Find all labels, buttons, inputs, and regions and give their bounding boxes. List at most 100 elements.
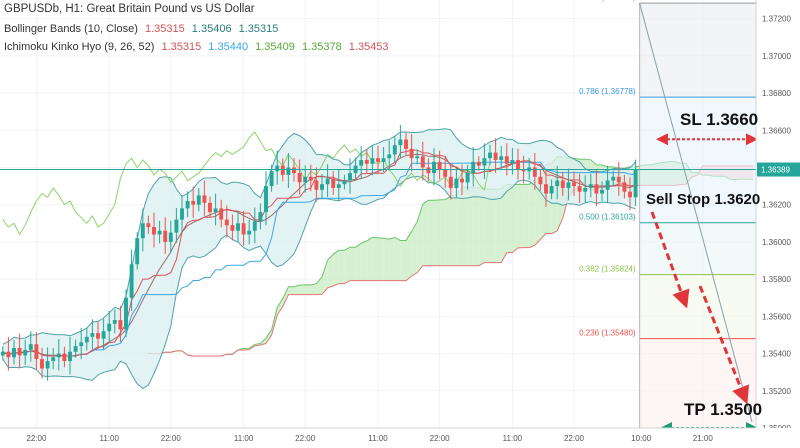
candle-body-51 bbox=[286, 167, 291, 175]
chart-title-text: GBPUSDb, H1: Great Britain Pound vs US D… bbox=[4, 3, 255, 15]
candle-body-2 bbox=[12, 347, 16, 358]
candle-body-52 bbox=[292, 167, 296, 174]
candle-body-107 bbox=[600, 189, 604, 194]
candle-body-113 bbox=[633, 169, 638, 198]
ichimoku-legend[interactable]: Ichimoku Kinko Hyo (9, 26, 52) 1.35315 1… bbox=[4, 41, 389, 53]
sell-stop-label: Sell Stop 1.3620 bbox=[646, 191, 761, 208]
candle-body-26 bbox=[146, 223, 151, 228]
kumo-segment-66 bbox=[366, 237, 373, 281]
candle-body-73 bbox=[409, 148, 414, 159]
kumo-segment-89 bbox=[495, 188, 502, 263]
candle-body-4 bbox=[23, 349, 28, 356]
candle-body-39 bbox=[219, 208, 224, 220]
candle-body-64 bbox=[359, 160, 364, 166]
fib-zone-2 bbox=[639, 222, 756, 275]
candle-body-62 bbox=[348, 173, 352, 181]
fib-zone-1 bbox=[639, 97, 756, 223]
candle-body-37 bbox=[208, 202, 212, 213]
fib-label-1: 0.786 (1.36778) bbox=[579, 87, 636, 96]
kumo-segment-58 bbox=[322, 260, 328, 295]
candle-body-65 bbox=[364, 160, 369, 164]
candle-body-24 bbox=[135, 238, 140, 265]
y-tick-8: 1.35600 bbox=[762, 312, 791, 321]
y-tick-6: 1.36000 bbox=[762, 238, 791, 247]
candle-body-44 bbox=[247, 230, 252, 235]
candle-body-34 bbox=[191, 200, 196, 205]
kumo-segment-76 bbox=[422, 200, 429, 266]
ichimoku-value-1: 1.35315 bbox=[161, 41, 202, 53]
candle-body-89 bbox=[499, 156, 504, 161]
x-tick-4: 22:00 bbox=[295, 434, 316, 443]
candle-body-112 bbox=[628, 191, 632, 198]
kumo-segment-85 bbox=[473, 187, 479, 266]
candle-body-36 bbox=[202, 195, 207, 203]
kumo-segment-77 bbox=[428, 200, 434, 266]
x-tick-6: 22:00 bbox=[430, 434, 451, 443]
candle-body-0 bbox=[0, 351, 5, 356]
candle-body-50 bbox=[280, 165, 285, 175]
x-tick-2: 22:00 bbox=[161, 434, 182, 443]
kumo-segment-59 bbox=[327, 254, 334, 288]
kumo-segment-93 bbox=[518, 184, 524, 248]
sl-label: SL 1.3660 bbox=[680, 110, 759, 129]
candle-body-97 bbox=[544, 184, 548, 194]
x-tick-5: 11:00 bbox=[368, 434, 388, 443]
candle-body-57 bbox=[320, 184, 324, 190]
ichimoku-value-4: 1.35378 bbox=[301, 41, 342, 53]
fib-label-4: 0.236 (1.35480) bbox=[579, 329, 636, 338]
kumo-segment-74 bbox=[411, 221, 418, 277]
fib-label-2: 0.500 (1.36103) bbox=[579, 213, 636, 222]
kumo-segment-56 bbox=[310, 283, 317, 295]
candle-body-25 bbox=[140, 223, 145, 239]
candle-body-103 bbox=[577, 186, 582, 192]
candle-body-60 bbox=[336, 184, 341, 188]
candle-body-31 bbox=[174, 219, 179, 233]
candle-body-55 bbox=[308, 176, 313, 181]
candle-body-42 bbox=[236, 223, 240, 231]
candle-body-14 bbox=[79, 342, 84, 347]
candle-body-109 bbox=[611, 176, 616, 181]
kumo-segment-63 bbox=[350, 247, 356, 281]
ichimoku-value-2: 1.35440 bbox=[208, 41, 249, 53]
candle-body-66 bbox=[370, 158, 375, 164]
ichimoku-label: Ichimoku Kinko Hyo (9, 26, 52) bbox=[4, 41, 155, 53]
candle-body-81 bbox=[454, 178, 459, 188]
candle-body-58 bbox=[325, 178, 330, 185]
candle-body-105 bbox=[588, 184, 593, 188]
candle-body-1 bbox=[6, 351, 11, 358]
fib-zone-4 bbox=[639, 338, 756, 443]
candle-body-19 bbox=[107, 323, 112, 332]
candle-body-22 bbox=[124, 297, 128, 330]
x-tick-1: 11:00 bbox=[99, 434, 119, 443]
candle-body-61 bbox=[342, 180, 347, 185]
candle-body-100 bbox=[560, 180, 565, 188]
kumo-segment-64 bbox=[355, 243, 362, 281]
kumo-segment-48 bbox=[266, 329, 272, 344]
candle-body-13 bbox=[73, 346, 78, 352]
kumo-segment-62 bbox=[344, 247, 350, 284]
kumo-segment-67 bbox=[372, 237, 378, 281]
bollinger-fill bbox=[2, 128, 636, 389]
candle-body-38 bbox=[213, 208, 218, 213]
kumo-segment-96 bbox=[534, 177, 541, 246]
x-tick-8: 22:00 bbox=[564, 434, 585, 443]
x-tick-3: 11:00 bbox=[234, 434, 254, 443]
bollinger-value-2: 1.35406 bbox=[191, 23, 232, 35]
kumo-segment-71 bbox=[394, 237, 401, 281]
y-tick-7: 1.35800 bbox=[762, 275, 791, 284]
candle-body-49 bbox=[275, 165, 280, 172]
candle-body-99 bbox=[555, 180, 560, 187]
x-tick-9: 10:00 bbox=[631, 434, 652, 443]
candle-body-70 bbox=[392, 145, 397, 155]
candle-body-85 bbox=[476, 161, 481, 166]
bollinger-legend[interactable]: Bollinger Bands (10, Close) 1.35315 1.35… bbox=[4, 23, 278, 35]
x-tick-7: 11:00 bbox=[503, 434, 523, 443]
candle-body-59 bbox=[331, 178, 336, 188]
kumo-segment-78 bbox=[434, 199, 440, 266]
candle-body-16 bbox=[90, 333, 95, 337]
candle-body-5 bbox=[28, 344, 33, 350]
candle-body-17 bbox=[96, 333, 100, 339]
candle-body-90 bbox=[504, 156, 509, 164]
ichimoku-value-5: 1.35453 bbox=[348, 41, 389, 53]
